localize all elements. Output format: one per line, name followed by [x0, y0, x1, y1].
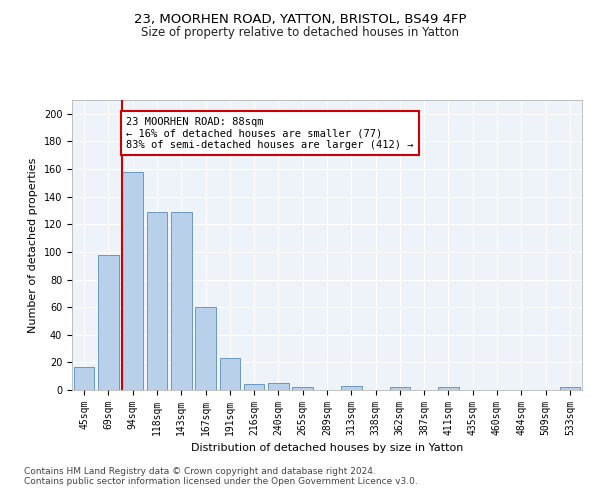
- Bar: [268, 383, 289, 390]
- Bar: [122, 172, 143, 390]
- Bar: [74, 366, 94, 390]
- Bar: [146, 212, 167, 390]
- Text: Size of property relative to detached houses in Yatton: Size of property relative to detached ho…: [141, 26, 459, 39]
- Text: 23 MOORHEN ROAD: 88sqm
← 16% of detached houses are smaller (77)
83% of semi-det: 23 MOORHEN ROAD: 88sqm ← 16% of detached…: [126, 116, 413, 150]
- Bar: [195, 307, 216, 390]
- Y-axis label: Number of detached properties: Number of detached properties: [28, 158, 38, 332]
- Bar: [438, 387, 459, 390]
- Bar: [341, 386, 362, 390]
- Bar: [389, 387, 410, 390]
- Text: Contains HM Land Registry data © Crown copyright and database right 2024.: Contains HM Land Registry data © Crown c…: [24, 467, 376, 476]
- Bar: [98, 254, 119, 390]
- Bar: [560, 387, 580, 390]
- X-axis label: Distribution of detached houses by size in Yatton: Distribution of detached houses by size …: [191, 444, 463, 454]
- Bar: [244, 384, 265, 390]
- Text: 23, MOORHEN ROAD, YATTON, BRISTOL, BS49 4FP: 23, MOORHEN ROAD, YATTON, BRISTOL, BS49 …: [134, 12, 466, 26]
- Bar: [292, 387, 313, 390]
- Bar: [171, 212, 191, 390]
- Text: Contains public sector information licensed under the Open Government Licence v3: Contains public sector information licen…: [24, 477, 418, 486]
- Bar: [220, 358, 240, 390]
